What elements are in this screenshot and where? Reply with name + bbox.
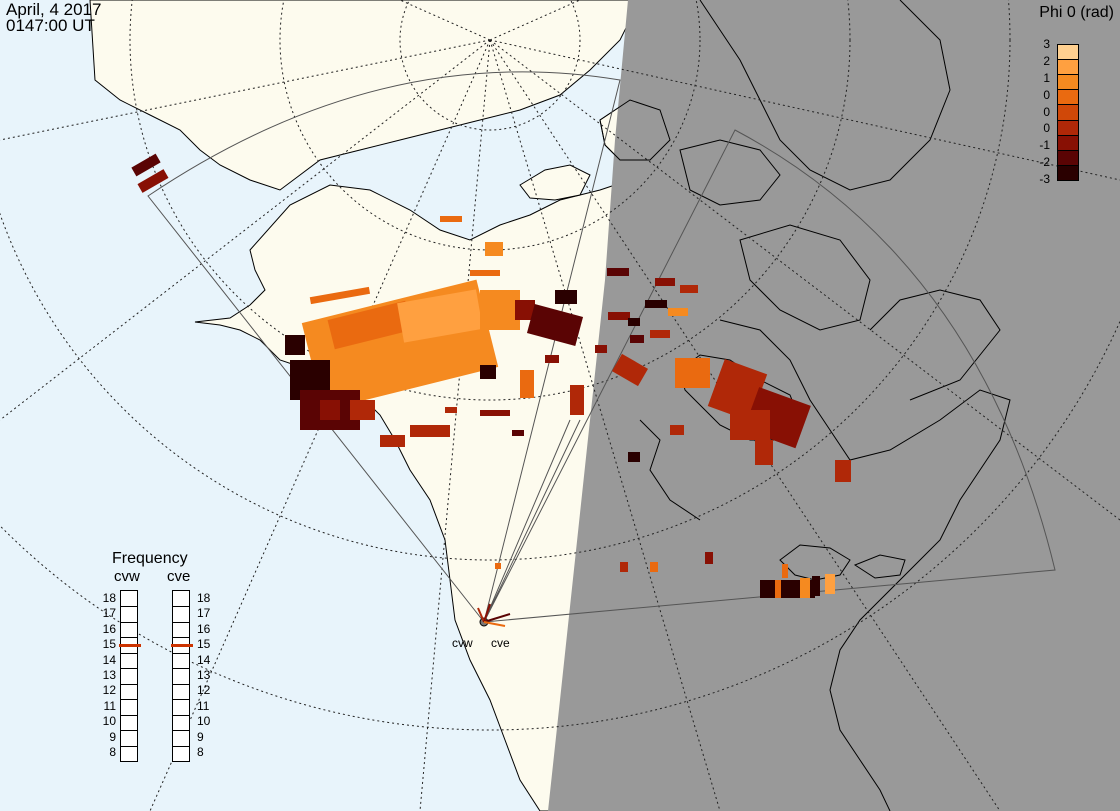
frequency-marker [119, 643, 141, 647]
scatter-cells [131, 153, 851, 598]
frequency-gridline [173, 652, 189, 654]
frequency-tick-label: 13 [197, 668, 211, 682]
colorbar-tick-label: 3 [1043, 37, 1050, 51]
frequency-gridline [121, 699, 137, 701]
colorbar-tick-label: 2 [1043, 53, 1050, 68]
frequency-tick-label: 9 [109, 729, 116, 744]
frequency-gridline [121, 652, 137, 654]
frequency-tick-label: 18 [102, 590, 116, 605]
colorbar-segment [1058, 60, 1078, 76]
radar-site [477, 603, 511, 627]
frequency-tick-label: 14 [197, 652, 211, 667]
frequency-gridline [173, 668, 189, 670]
frequency-tick-label: 18 [197, 590, 211, 605]
frequency-gridline [173, 699, 189, 701]
colorbar-tick-label: 1 [1043, 70, 1050, 85]
colorbar [1057, 44, 1079, 181]
frequency-tick-label: 10 [197, 714, 211, 729]
date-label: April, 4 2017 [6, 0, 102, 19]
cvw-scatter [131, 153, 607, 447]
frequency-tick-label: 10 [102, 714, 116, 729]
frequency-tick-label: 16 [197, 621, 211, 636]
frequency-tick-label: 16 [102, 621, 116, 636]
colorbar-segment [1058, 120, 1078, 136]
colorbar-segment [1058, 105, 1078, 121]
colorbar-segment [1058, 90, 1078, 106]
frequency-gridline [121, 668, 137, 670]
frequency-tick-label: 14 [102, 652, 116, 667]
frequency-gridline [121, 606, 137, 608]
frequency-gridline [121, 730, 137, 732]
colorbar-segment [1058, 135, 1078, 151]
frequency-panel: Frequency cvw cve 18 17 16 15 14 13 12 11 10 9 8 1… [80, 550, 240, 770]
colorbar-tick-label: 0 [1043, 87, 1050, 102]
frequency-tick-label: 8 [197, 745, 204, 760]
colorbar-segment [1058, 150, 1078, 166]
frequency-gridline [121, 714, 137, 716]
colorbar-tick-label: -2 [1039, 155, 1050, 170]
night-shade [548, 0, 1120, 811]
colorbar-segment [1058, 165, 1078, 180]
frequency-gridline [173, 621, 189, 623]
frequency-tick-label: 12 [197, 683, 211, 698]
time-label: 0147:00 UT [6, 16, 95, 35]
frequency-tick-label: 13 [102, 668, 116, 682]
colorbar-tick-label: -3 [1039, 172, 1050, 186]
frequency-tick-label: 12 [102, 683, 116, 698]
frequency-tick-label: 11 [103, 698, 116, 713]
arctic-island [519, 164, 591, 201]
frequency-tick-label: 17 [102, 606, 116, 621]
frequency-right-label: cve [167, 568, 191, 585]
cvw-fov [147, 71, 621, 623]
cve-scatter [495, 268, 851, 598]
frequency-gridline [173, 730, 189, 732]
siberia-landmass [89, 0, 641, 191]
radar-label-east: cve [491, 636, 510, 650]
frequency-cve-column [171, 590, 193, 762]
colorbar-segment [1058, 45, 1078, 61]
colorbar-title: Phi 0 (rad) [1039, 4, 1114, 21]
frequency-gridline [121, 637, 137, 639]
night-coastlines [599, 0, 1011, 811]
frequency-gridline [173, 745, 189, 747]
frequency-tick-label: 11 [197, 698, 210, 713]
colorbar-tick-label: -1 [1039, 138, 1050, 153]
cve-fov [483, 129, 1056, 623]
frequency-gridline [173, 606, 189, 608]
frequency-gridline [121, 745, 137, 747]
frequency-tick-label: 17 [197, 606, 211, 621]
frequency-gridline [121, 621, 137, 623]
frequency-tick-label: 15 [102, 637, 116, 652]
frequency-gridline [121, 683, 137, 685]
frequency-tick-label: 9 [197, 729, 204, 744]
frequency-gridline [173, 683, 189, 685]
frequency-left-label: cvw [114, 568, 140, 585]
colorbar-tick-label: 0 [1043, 121, 1050, 136]
radar-fov [147, 71, 1056, 623]
frequency-cvw-column [119, 590, 141, 762]
beam-lines [483, 419, 581, 623]
colorbar-segment [1058, 75, 1078, 91]
radar-label-west: cvw [452, 636, 473, 650]
frequency-tick-label: 8 [109, 745, 116, 760]
frequency-title: Frequency [112, 550, 188, 567]
frequency-tick-label: 15 [197, 637, 211, 652]
frequency-gridline [173, 714, 189, 716]
frequency-gridline [173, 637, 189, 639]
frequency-marker [171, 643, 193, 647]
colorbar-tick-label: 0 [1043, 104, 1050, 119]
